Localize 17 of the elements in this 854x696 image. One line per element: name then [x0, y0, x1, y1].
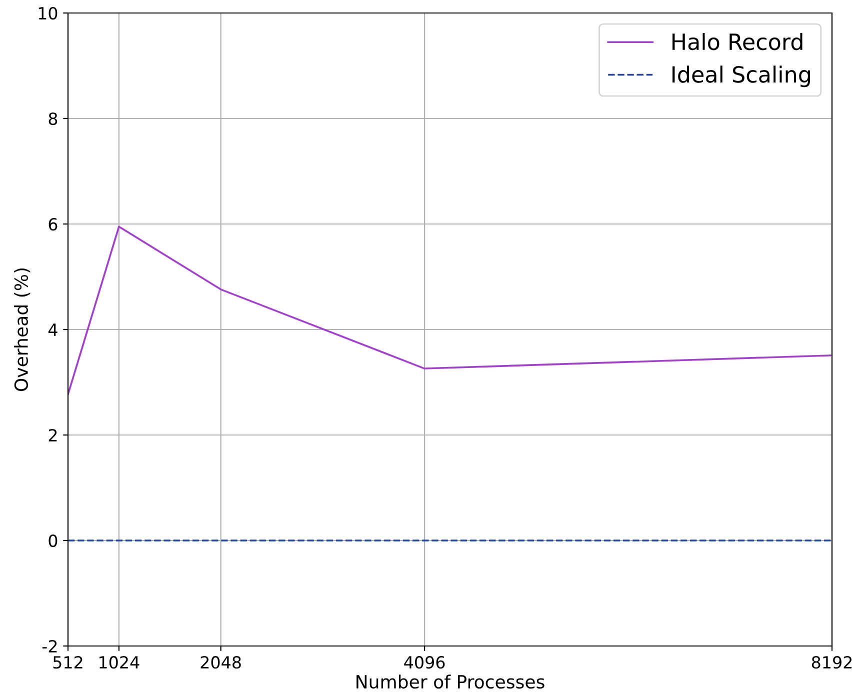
y-axis-title: Overhead (%)	[14, 268, 30, 392]
x-tick-label: 8192	[812, 656, 852, 669]
y-tick-label: 2	[48, 428, 57, 442]
legend-label: Ideal Scaling	[672, 66, 810, 88]
y-tick-label: 8	[48, 112, 58, 126]
line-series	[68, 226, 832, 396]
y-tick-label: -2	[42, 640, 57, 652]
y-tick-label: 10	[38, 6, 58, 20]
x-tick-label: 512	[53, 656, 82, 669]
legend-label: Halo Record	[672, 33, 802, 50]
y-tick-label: 4	[48, 324, 58, 336]
y-tick-label: 6	[48, 218, 58, 231]
x-tick-label: 4096	[404, 656, 445, 669]
y-tick-label: 0	[48, 534, 58, 548]
x-axis-title: Number of Processes	[356, 674, 544, 689]
x-tick-label: 2048	[200, 656, 241, 669]
x-tick-label: 1024	[100, 656, 140, 669]
